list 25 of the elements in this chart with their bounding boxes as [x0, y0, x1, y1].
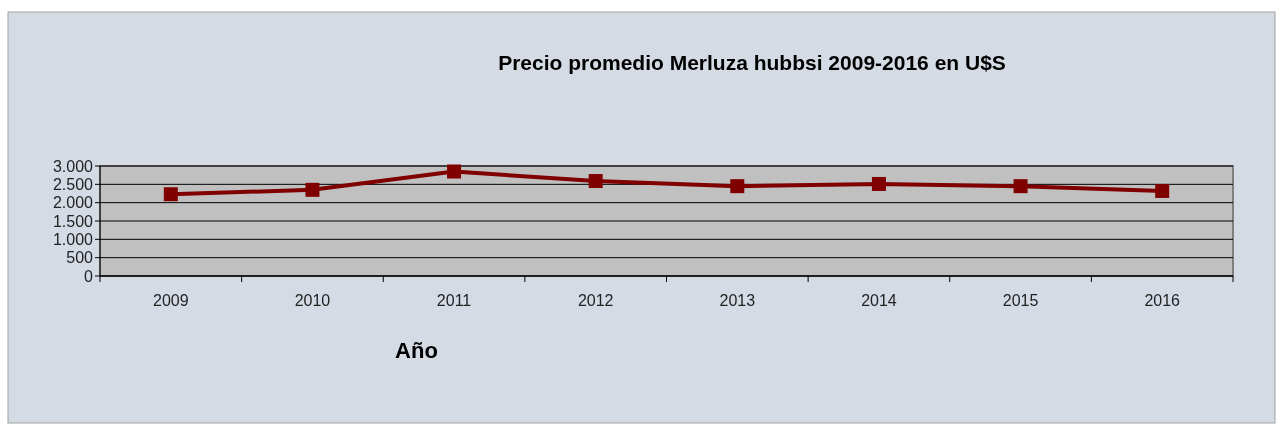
point: [305, 182, 320, 197]
x-tick-label: 2011: [436, 292, 472, 309]
point: [730, 179, 745, 194]
y-tick-label: 500: [66, 249, 94, 267]
point: [588, 174, 603, 189]
x-tick-label: 2014: [861, 292, 897, 309]
y-tick-label: 1.000: [52, 230, 94, 248]
x-tick-label: 2010: [294, 292, 331, 309]
y-tick-label: 2.000: [52, 194, 94, 212]
x-tick-label: 2013: [719, 292, 756, 309]
y-tick-label: 2.500: [52, 175, 94, 193]
y-tick-label: 3.000: [52, 157, 94, 175]
point: [1155, 183, 1170, 198]
point: [871, 176, 886, 191]
y-tick-label: 1.500: [52, 212, 94, 230]
x-tick-label: 2016: [1144, 292, 1181, 309]
chart-title: Precio promedio Merluza hubbsi 2009-2016 en U$S: [498, 51, 1006, 74]
x-axis-title: Año: [395, 338, 438, 363]
x-tick-label: 2015: [1002, 292, 1039, 309]
x-tick-label: 2009: [153, 292, 189, 309]
point: [447, 164, 462, 179]
point: [1013, 179, 1028, 194]
x-tick-label: 2012: [577, 292, 614, 309]
point: [163, 187, 178, 202]
y-tick-label: 0: [84, 267, 94, 285]
